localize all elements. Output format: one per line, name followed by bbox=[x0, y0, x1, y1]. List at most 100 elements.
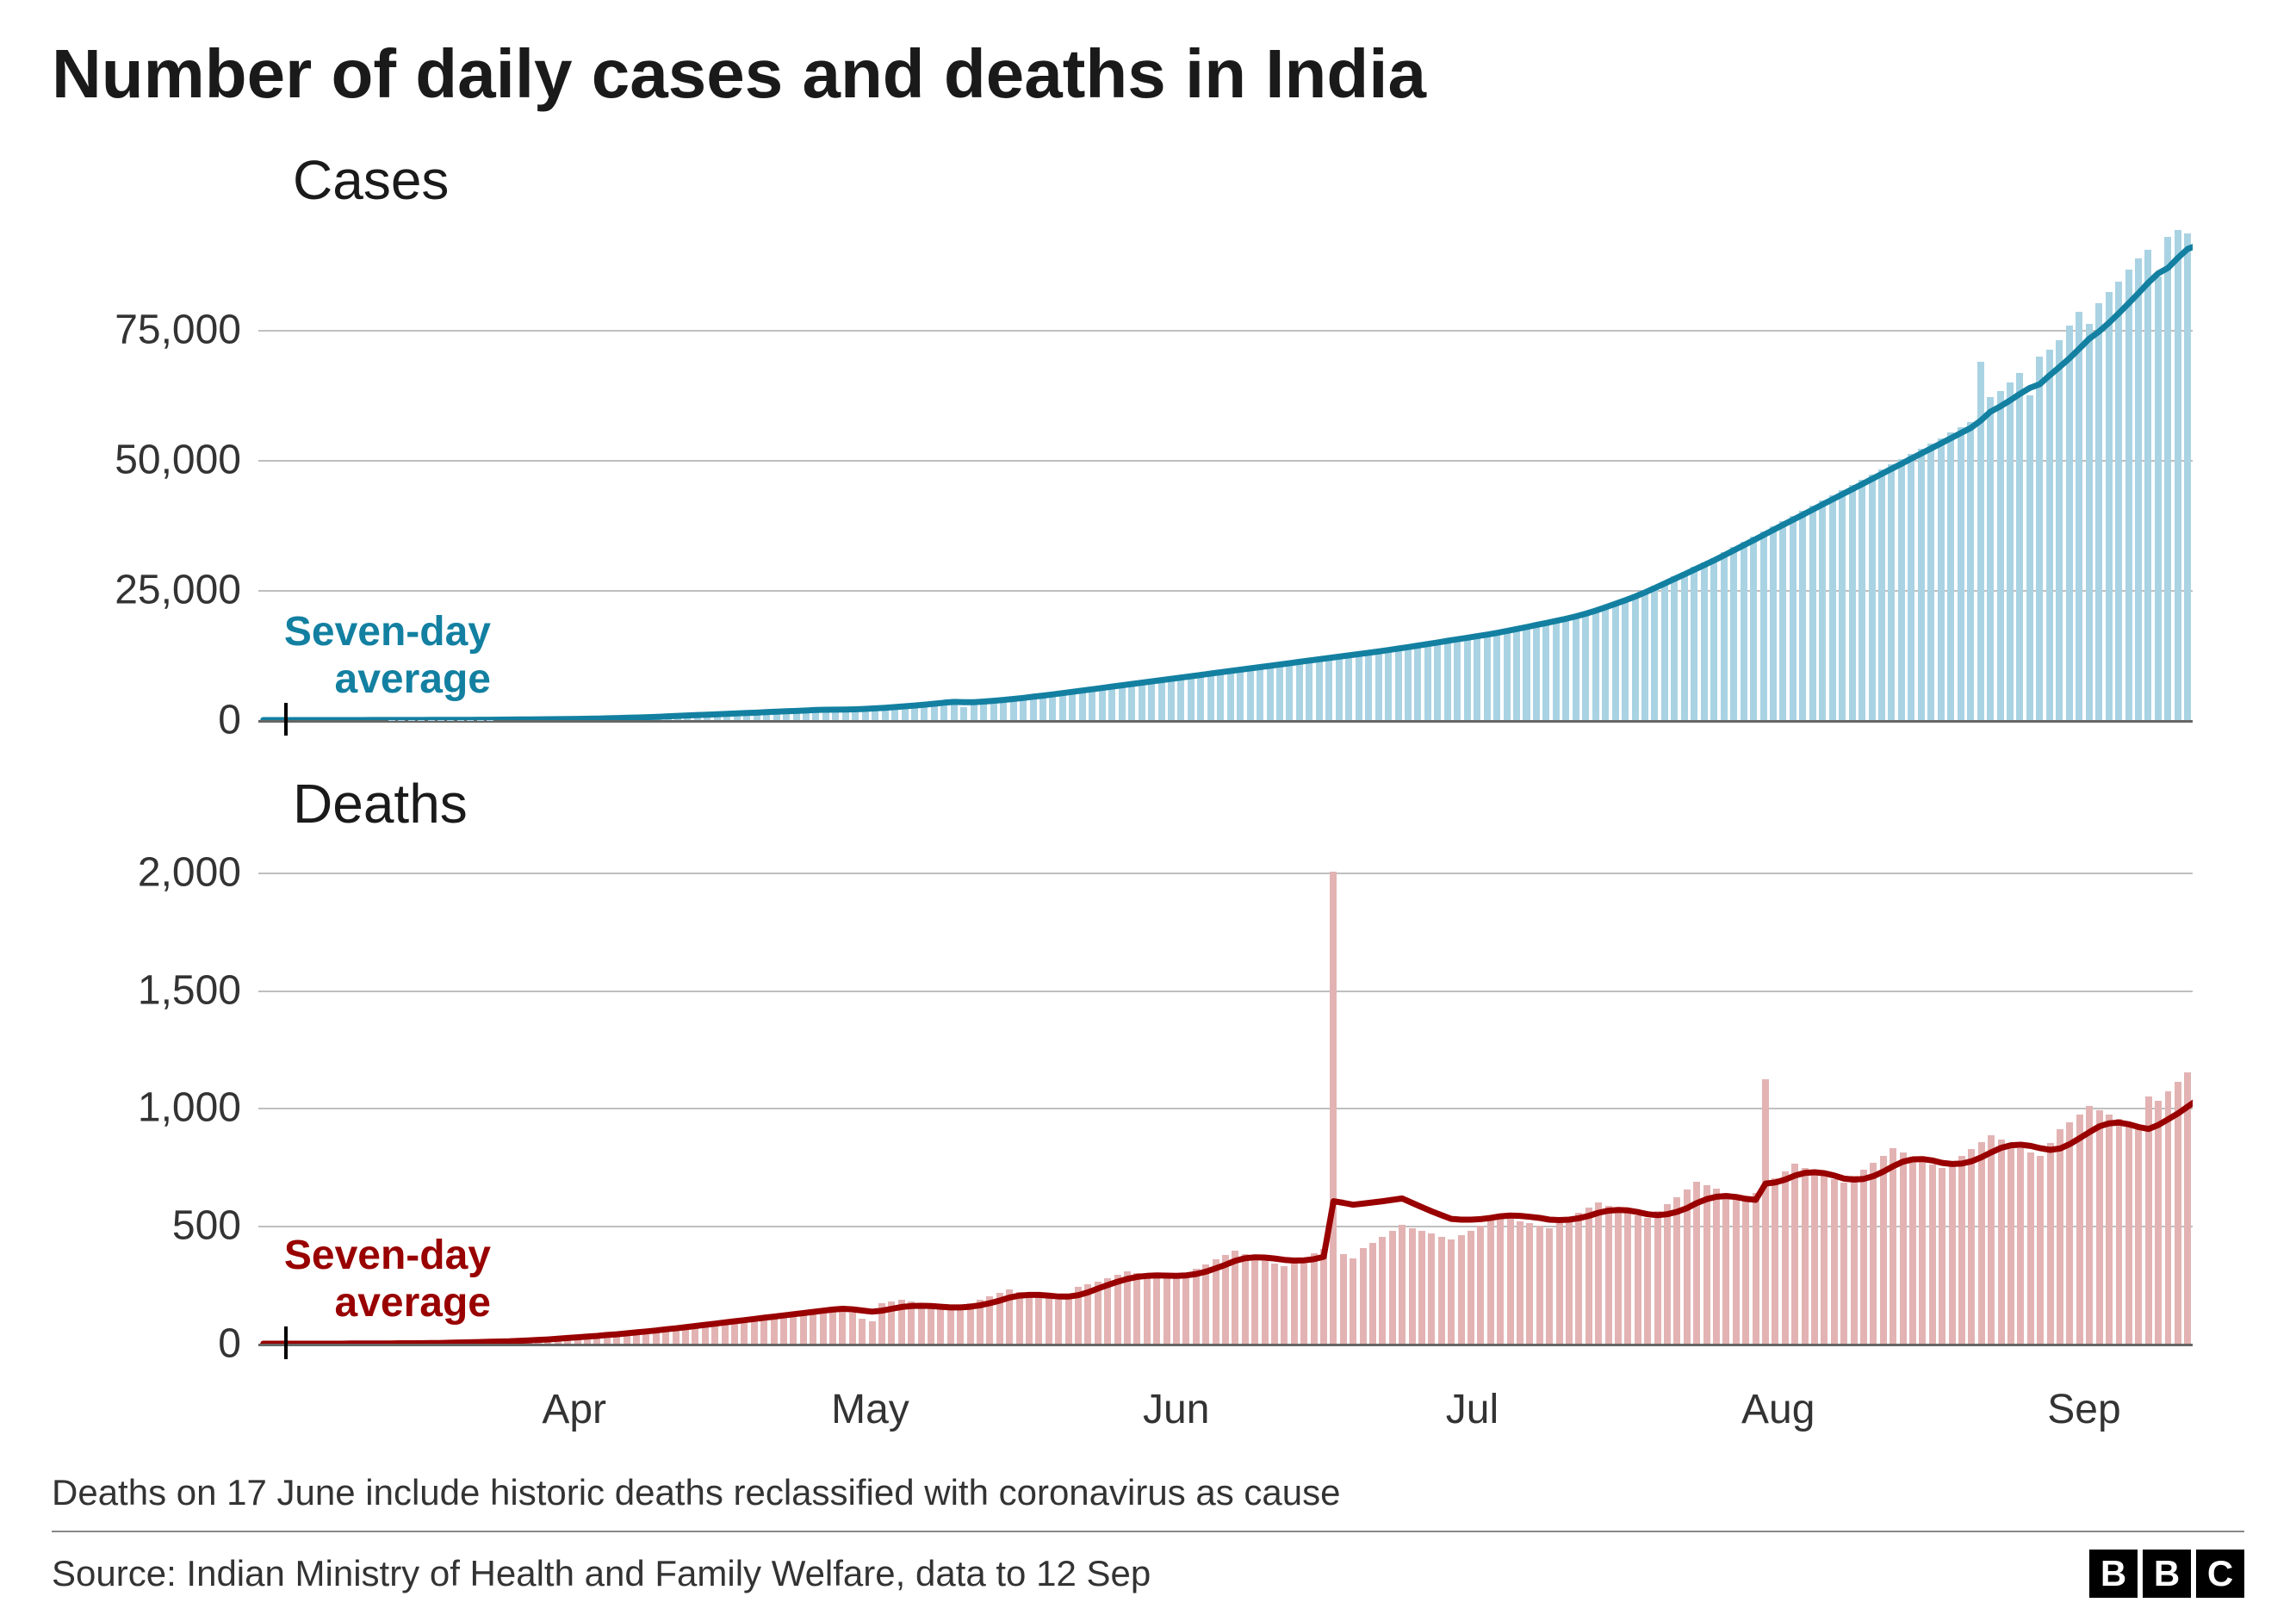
data-bar bbox=[1622, 599, 1629, 720]
data-bar bbox=[1918, 449, 1925, 720]
data-bar bbox=[1075, 1287, 1082, 1343]
data-bar bbox=[2066, 1122, 2073, 1344]
data-bar bbox=[882, 707, 889, 720]
data-bar bbox=[1799, 511, 1806, 720]
data-bar bbox=[1428, 1233, 1435, 1343]
data-bar bbox=[872, 708, 878, 721]
data-bar bbox=[605, 718, 612, 720]
data-bar bbox=[1104, 1278, 1111, 1343]
data-bar bbox=[1851, 1176, 1858, 1343]
data-bar bbox=[803, 710, 810, 720]
data-bar bbox=[1566, 1218, 1573, 1343]
data-bar bbox=[1997, 391, 2004, 720]
data-bar bbox=[869, 1321, 876, 1344]
data-bar bbox=[2165, 1091, 2172, 1343]
data-bar bbox=[2017, 1148, 2024, 1344]
data-bar bbox=[1605, 1206, 1612, 1344]
data-bar bbox=[1434, 641, 1441, 720]
data-bar bbox=[1438, 1237, 1445, 1344]
data-bar bbox=[1356, 653, 1362, 720]
data-bar bbox=[1340, 1254, 1347, 1344]
data-bar bbox=[1207, 672, 1214, 720]
bbc-logo: B B C bbox=[2089, 1550, 2244, 1598]
data-bar bbox=[1762, 1079, 1769, 1343]
data-bar bbox=[1998, 1140, 2005, 1343]
x-tick-label: Jun bbox=[1143, 1386, 1209, 1433]
data-bar bbox=[625, 717, 632, 720]
data-bar bbox=[1350, 1258, 1356, 1344]
data-bar bbox=[655, 717, 661, 720]
data-bar bbox=[1059, 692, 1066, 720]
data-bar bbox=[829, 1308, 836, 1344]
logo-letter: B bbox=[2089, 1550, 2138, 1598]
data-bar bbox=[1573, 615, 1579, 720]
deaths-chart-panel: Deaths05001,0001,5002,000Seven-dayaverag… bbox=[52, 763, 2244, 1370]
data-bar bbox=[760, 1316, 767, 1343]
data-bar bbox=[1641, 591, 1648, 720]
data-bar bbox=[427, 1342, 434, 1343]
data-bar bbox=[1888, 464, 1895, 720]
x-axis: AprMayJunJulAugSep bbox=[52, 1386, 2244, 1455]
data-bar bbox=[1139, 681, 1145, 720]
data-bar bbox=[526, 719, 533, 720]
data-bar bbox=[566, 719, 573, 720]
data-bar bbox=[2106, 292, 2113, 720]
data-bar bbox=[1079, 689, 1086, 720]
data-bar bbox=[1575, 1213, 1582, 1343]
chart-title: Number of daily cases and deaths in Indi… bbox=[52, 34, 2244, 114]
data-bar bbox=[1444, 639, 1451, 720]
data-bar bbox=[1262, 1260, 1269, 1343]
data-bar bbox=[525, 1339, 532, 1343]
data-bar bbox=[456, 1342, 463, 1344]
data-bar bbox=[1661, 581, 1668, 720]
data-bar bbox=[1311, 1253, 1318, 1343]
data-bar bbox=[1030, 696, 1037, 720]
data-bar bbox=[1839, 490, 1846, 720]
data-bar bbox=[918, 1303, 925, 1343]
data-bar bbox=[1909, 1157, 1916, 1344]
data-bar bbox=[407, 1343, 414, 1344]
data-bar bbox=[1069, 691, 1076, 720]
data-bar bbox=[754, 712, 760, 720]
data-bar bbox=[1409, 1228, 1416, 1344]
data-bar bbox=[1602, 606, 1609, 720]
data-bar bbox=[1286, 662, 1293, 720]
data-bar bbox=[555, 719, 562, 720]
data-bar bbox=[1000, 699, 1007, 720]
data-bar bbox=[790, 1313, 797, 1344]
data-bar bbox=[812, 708, 819, 720]
data-bar bbox=[832, 710, 839, 720]
data-bar bbox=[1267, 664, 1274, 720]
data-bar bbox=[2155, 276, 2162, 720]
data-bar bbox=[1369, 1243, 1376, 1344]
data-bar bbox=[486, 1341, 493, 1343]
data-bar bbox=[1418, 1231, 1425, 1343]
data-bar bbox=[1730, 547, 1737, 720]
data-bar bbox=[2175, 1082, 2181, 1343]
annotation-pointer bbox=[284, 703, 288, 736]
data-bar bbox=[2095, 303, 2102, 720]
data-bar bbox=[1046, 1298, 1052, 1343]
data-bar bbox=[1477, 1226, 1484, 1343]
data-bar bbox=[977, 1300, 984, 1344]
data-bar bbox=[928, 1305, 934, 1343]
data-bar bbox=[711, 1322, 718, 1344]
data-bar bbox=[783, 711, 790, 720]
data-bar bbox=[1612, 602, 1619, 720]
data-bar bbox=[2056, 340, 2063, 720]
data-bar bbox=[495, 1341, 502, 1344]
data-bar bbox=[417, 1343, 424, 1344]
data-bar bbox=[1084, 1284, 1091, 1343]
data-bar bbox=[1703, 1185, 1710, 1343]
data-bar bbox=[1320, 1249, 1327, 1344]
data-bar bbox=[1507, 1219, 1514, 1344]
data-bar bbox=[2007, 382, 2014, 720]
data-bar bbox=[921, 703, 928, 720]
y-tick-label: 0 bbox=[52, 1320, 241, 1367]
data-bar bbox=[1202, 1264, 1209, 1344]
data-bar bbox=[1153, 1275, 1160, 1344]
data-bar bbox=[1464, 637, 1471, 720]
data-bar bbox=[1448, 1239, 1455, 1344]
data-bar bbox=[1336, 655, 1343, 720]
cases-chart-panel: Cases025,00050,00075,000Seven-dayaverage bbox=[52, 140, 2244, 746]
